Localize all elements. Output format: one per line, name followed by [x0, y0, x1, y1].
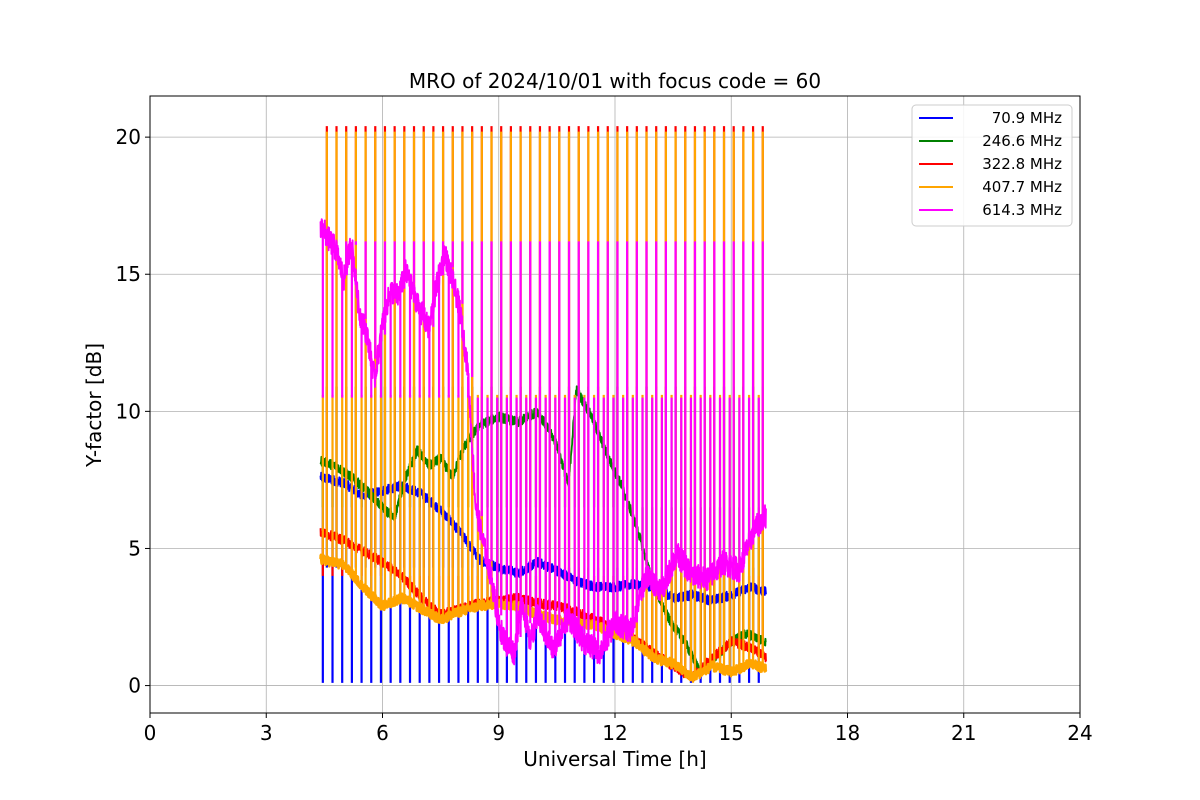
x-axis: 0 3 6 9 12 15 18 21 24: [144, 713, 1093, 745]
x-tick-label: 0: [144, 721, 157, 745]
y-tick-label: 15: [116, 262, 141, 286]
y-axis-label: Y-factor [dB]: [82, 343, 106, 468]
x-tick-label: 9: [492, 721, 505, 745]
legend-label: 322.8 MHz: [982, 155, 1062, 173]
legend: 70.9 MHz 246.6 MHz 322.8 MHz 407.7 MHz 614.3…: [911, 104, 1073, 227]
series-layer: [319, 126, 768, 683]
legend-label: 407.7 MHz: [982, 178, 1062, 196]
y-tick-label: 10: [116, 399, 141, 423]
legend-label: 70.9 MHz: [992, 109, 1062, 127]
chart-title: MRO of 2024/10/01 with focus code = 60: [409, 69, 821, 93]
x-axis-label: Universal Time [h]: [523, 747, 706, 771]
legend-entry: 246.6 MHz: [919, 132, 1062, 150]
y-axis: 0 5 10 15 20: [116, 125, 150, 698]
x-tick-label: 3: [260, 721, 273, 745]
x-tick-label: 6: [376, 721, 389, 745]
legend-label: 614.3 MHz: [982, 201, 1062, 219]
x-tick-label: 24: [1067, 721, 1092, 745]
x-tick-label: 15: [719, 721, 744, 745]
x-tick-label: 12: [602, 721, 627, 745]
legend-entry: 407.7 MHz: [919, 178, 1062, 196]
y-tick-label: 0: [128, 674, 141, 698]
y-tick-label: 20: [116, 125, 141, 149]
legend-frame: [911, 104, 1073, 227]
y-tick-label: 5: [128, 536, 141, 560]
legend-entry: 70.9 MHz: [919, 109, 1062, 127]
legend-entry: 322.8 MHz: [919, 155, 1062, 173]
x-tick-label: 18: [835, 721, 860, 745]
x-tick-label: 21: [951, 721, 976, 745]
legend-entry: 614.3 MHz: [919, 201, 1062, 219]
series-614-3-mhz: [319, 218, 767, 666]
legend-label: 246.6 MHz: [982, 132, 1062, 150]
